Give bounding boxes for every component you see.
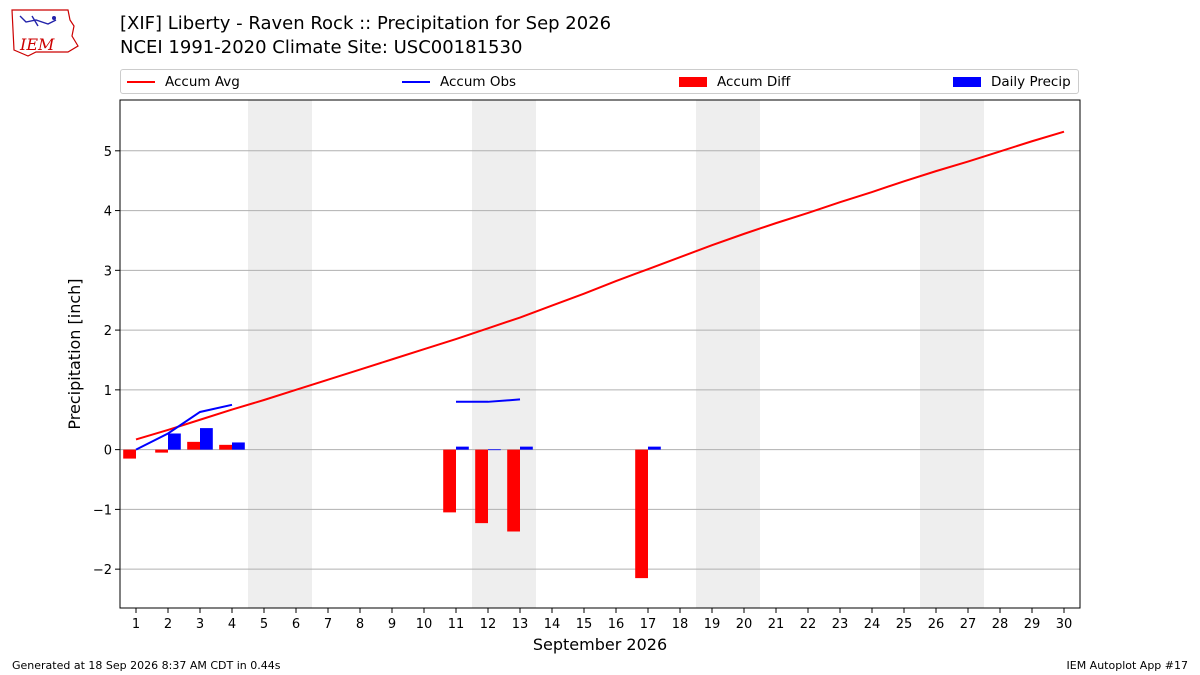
line-accum-obs: [135, 403, 233, 451]
line-accum-obs: [456, 398, 521, 403]
x-tick-label: 3: [196, 617, 204, 632]
y-axis-ticks: −2 −1 0 1 2 3 4 5: [93, 145, 120, 578]
bar-accum-diff: [507, 449, 520, 532]
legend-label-accum-obs: Accum Obs: [440, 74, 517, 90]
weekend-bands: [248, 100, 984, 608]
x-tick-label: 16: [608, 617, 625, 632]
x-tick-label: 7: [324, 617, 332, 632]
x-tick-label: 11: [448, 617, 465, 632]
chart-legend: Accum Avg Accum Obs Accum Diff Daily Pre…: [120, 69, 1079, 94]
x-tick-label: 30: [1056, 617, 1073, 632]
y-tick-label: 3: [104, 264, 112, 279]
line-marks: [135, 130, 1065, 451]
plot-frame: [119, 99, 1081, 609]
y-tick-label: 5: [104, 145, 112, 160]
footer-generated: Generated at 18 Sep 2026 8:37 AM CDT in …: [12, 659, 281, 672]
bar-daily-precip: [456, 446, 469, 450]
bar-daily-precip: [168, 433, 181, 450]
bar-accum-diff: [123, 449, 136, 459]
x-tick-label: 25: [896, 617, 913, 632]
x-tick-label: 22: [800, 617, 817, 632]
bar-daily-precip: [200, 428, 213, 450]
x-tick-label: 24: [864, 617, 881, 632]
y-axis-label: Precipitation [inch]: [65, 278, 84, 429]
weekend-band: [472, 100, 536, 608]
legend-swatch-daily-precip: [953, 77, 981, 87]
chart-title: [XIF] Liberty - Raven Rock :: Precipitat…: [120, 13, 612, 34]
x-tick-label: 18: [672, 617, 689, 632]
x-tick-label: 4: [228, 617, 236, 632]
x-tick-label: 17: [640, 617, 657, 632]
y-gridlines: [120, 150, 1080, 570]
y-tick-label: −1: [93, 503, 112, 518]
x-tick-label: 15: [576, 617, 593, 632]
x-tick-label: 9: [388, 617, 396, 632]
weekend-band: [248, 100, 312, 608]
bar-accum-diff: [187, 441, 200, 450]
bar-accum-diff: [475, 449, 488, 524]
legend-label-accum-avg: Accum Avg: [165, 74, 240, 90]
legend-label-daily-precip: Daily Precip: [991, 74, 1071, 90]
iem-logo-text: IEM: [19, 35, 55, 54]
bar-daily-precip: [520, 446, 533, 450]
iem-logo: IEM: [11, 9, 79, 57]
legend-swatch-accum-avg: [127, 81, 155, 83]
legend-entry-accum-avg: Accum Avg: [127, 74, 240, 90]
legend-label-accum-diff: Accum Diff: [717, 74, 791, 90]
x-tick-label: 12: [480, 617, 497, 632]
x-tick-label: 23: [832, 617, 849, 632]
footer-app-id: IEM Autoplot App #17: [1066, 659, 1189, 672]
x-tick-label: 6: [292, 617, 300, 632]
legend-swatch-accum-diff: [679, 77, 707, 87]
bar-accum-diff: [155, 449, 168, 453]
chart-subtitle: NCEI 1991-2020 Climate Site: USC00181530: [120, 37, 523, 58]
bar-daily-precip: [648, 446, 661, 450]
x-tick-label: 13: [512, 617, 529, 632]
x-tick-label: 26: [928, 617, 945, 632]
x-tick-label: 2: [164, 617, 172, 632]
bar-daily-precip: [232, 442, 245, 450]
x-tick-label: 29: [1024, 617, 1041, 632]
y-tick-label: 4: [104, 205, 112, 220]
x-tick-label: 20: [736, 617, 753, 632]
x-axis-label: September 2026: [533, 635, 667, 654]
bar-accum-diff: [635, 449, 648, 579]
x-axis-ticks: 1 2 3 4 5 6 7 8 9 10 11 12 13 14 15 16 17 18 19 20 21 22 23 24 2…: [132, 608, 1072, 632]
x-tick-label: 14: [544, 617, 561, 632]
x-tick-label: 10: [416, 617, 433, 632]
legend-entry-daily-precip: Daily Precip: [953, 74, 1071, 90]
x-tick-label: 27: [960, 617, 977, 632]
y-tick-label: 0: [104, 444, 112, 459]
x-tick-label: 1: [132, 617, 140, 632]
weekend-band: [696, 100, 760, 608]
x-tick-label: 21: [768, 617, 785, 632]
bar-accum-diff: [443, 449, 456, 513]
weekend-band: [920, 100, 984, 608]
legend-swatch-accum-obs: [402, 81, 430, 83]
x-tick-label: 8: [356, 617, 364, 632]
line-accum-avg: [135, 130, 1065, 441]
bar-marks: [123, 428, 661, 579]
x-tick-label: 5: [260, 617, 268, 632]
x-tick-label: 28: [992, 617, 1009, 632]
y-tick-label: 1: [104, 384, 112, 399]
y-tick-label: 2: [104, 324, 112, 339]
bar-accum-diff: [219, 444, 232, 450]
bar-daily-precip: [488, 449, 501, 451]
legend-entry-accum-obs: Accum Obs: [402, 74, 516, 90]
y-tick-label: −2: [93, 563, 112, 578]
legend-entry-accum-diff: Accum Diff: [679, 74, 790, 90]
x-tick-label: 19: [704, 617, 721, 632]
